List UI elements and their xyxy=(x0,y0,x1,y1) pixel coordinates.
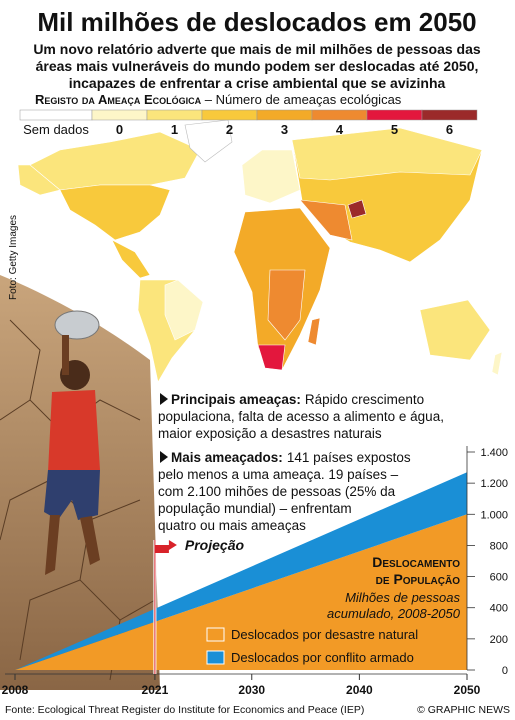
map-legend-subtitle: – Número de ameaças ecológicas xyxy=(201,92,402,107)
area xyxy=(15,514,467,670)
series-label: Deslocados por conflito armado xyxy=(231,650,414,665)
note-line: maior exposição a desastres naturais xyxy=(158,426,382,441)
legend-label: 3 xyxy=(281,122,288,137)
series-label: Deslocados por desastre natural xyxy=(231,627,418,642)
legend-swatch xyxy=(19,109,93,121)
canada xyxy=(29,131,201,191)
legend-label: Sem dados xyxy=(23,122,89,137)
photo-credit: Foto: Getty Images xyxy=(8,215,19,300)
australia xyxy=(419,299,491,361)
shirt xyxy=(48,390,100,472)
world-map xyxy=(17,119,503,383)
note-text: quatro ou mais ameaças xyxy=(158,518,306,533)
shorts xyxy=(44,470,100,520)
legend-swatch xyxy=(146,109,203,121)
legend-label: 4 xyxy=(336,122,344,137)
legend-label: 6 xyxy=(446,122,453,137)
chart-title: Deslocamento xyxy=(372,554,460,570)
y-tick-label: 1.200 xyxy=(480,478,508,490)
afghanistan xyxy=(347,199,367,219)
note-line: população mundial) – enfrentam xyxy=(158,501,352,516)
note-text: 141 países expostos xyxy=(287,450,411,465)
note-text: com 2.100 mihões de pessoas (25% da xyxy=(158,484,396,499)
area xyxy=(15,472,467,670)
south-africa xyxy=(257,344,286,371)
note-line: pelo menos a uma ameaça. 19 países – xyxy=(158,467,399,482)
series-swatch xyxy=(206,650,225,665)
legend-label: 2 xyxy=(226,122,233,137)
madagascar xyxy=(307,317,321,346)
y-tick-label: 1.400 xyxy=(480,447,508,459)
usa xyxy=(59,184,171,241)
source: Fonte: Ecological Threat Register do Ins… xyxy=(5,704,364,716)
water-pot xyxy=(54,310,100,340)
y-tick-label: 400 xyxy=(490,603,508,615)
chart-title: de População xyxy=(376,571,461,587)
middle-east xyxy=(299,199,353,241)
legend-swatch xyxy=(311,109,368,121)
note-text: pelo menos a uma ameaça. 19 países – xyxy=(158,467,399,482)
legs xyxy=(45,515,100,575)
x-tick-label: 2008 xyxy=(2,683,29,697)
chart-subtitle: acumulado, 2008-2050 xyxy=(327,606,461,621)
series-swatch xyxy=(206,627,225,642)
legend-swatch xyxy=(91,109,148,121)
note-line: Principais ameaças: Rápido crescimento xyxy=(171,392,424,407)
russia xyxy=(291,127,483,181)
legend-label: 5 xyxy=(391,122,398,137)
note-line: populaciona, falta de acesso a alimento … xyxy=(158,409,444,424)
y-tick-label: 600 xyxy=(490,572,508,584)
note-text: Rápido crescimento xyxy=(305,392,424,407)
map-legend-title: Registo da Ameaça Ecológica xyxy=(35,92,202,107)
central-america xyxy=(111,239,151,279)
note-label: Mais ameaçados: xyxy=(171,450,283,465)
bullet xyxy=(160,451,168,463)
map-legend-heading: Registo da Ameaça Ecológica – Número de … xyxy=(35,92,402,107)
note-text: maior exposição a desastres naturais xyxy=(158,426,382,441)
bullet xyxy=(160,393,168,405)
x-tick-label: 2021 xyxy=(142,683,169,697)
arm xyxy=(62,335,69,375)
note-label: Principais ameaças: xyxy=(171,392,301,407)
photo xyxy=(0,275,160,690)
y-tick-label: 0 xyxy=(502,665,508,677)
europe xyxy=(241,149,301,204)
alaska xyxy=(17,164,61,196)
y-tick-label: 200 xyxy=(490,634,508,646)
africa-high xyxy=(267,269,306,341)
subtitle-line: áreas mais vulneráveis do mundo podem se… xyxy=(36,58,479,74)
note-text: população mundial) – enfrentam xyxy=(158,501,352,516)
x-tick-label: 2050 xyxy=(454,683,481,697)
note-line: Mais ameaçados: 141 países expostos xyxy=(171,450,411,465)
x-tick-label: 2040 xyxy=(346,683,373,697)
legend-swatch xyxy=(201,109,258,121)
subtitle-line: Um novo relatório adverte que mais de mi… xyxy=(33,41,481,57)
subtitle-line: incapazes de enfrentar a crise ambiental… xyxy=(69,75,446,91)
credit: © GRAPHIC NEWS xyxy=(417,704,510,716)
note-text: populaciona, falta de acesso a alimento … xyxy=(158,409,444,424)
legend-swatch xyxy=(421,109,478,121)
note-line: com 2.100 mihões de pessoas (25% da xyxy=(158,484,396,499)
brazil xyxy=(164,279,204,341)
y-tick-label: 1.000 xyxy=(480,509,508,521)
note-line: quatro ou mais ameaças xyxy=(158,518,306,533)
projection-label: Projeção xyxy=(185,537,245,553)
legend-swatch xyxy=(366,109,423,121)
chart-subtitle: Milhões de pessoas xyxy=(345,590,460,605)
new-zealand xyxy=(491,351,503,376)
y-tick-label: 800 xyxy=(490,540,508,552)
title: Mil milhões de deslocados em 2050 xyxy=(37,7,476,37)
legend-swatch xyxy=(256,109,313,121)
projection-arrow xyxy=(154,540,177,553)
greenland xyxy=(184,119,233,163)
legend-label: 1 xyxy=(171,122,178,137)
legend-label: 0 xyxy=(116,122,123,137)
x-tick-label: 2030 xyxy=(238,683,265,697)
